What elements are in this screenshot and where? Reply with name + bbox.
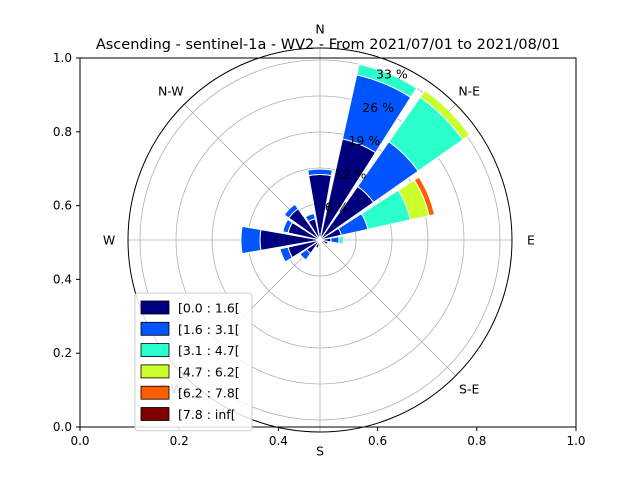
y-tick-label: 1.0	[53, 51, 72, 65]
chart-title: Ascending - sentinel-1a - WV2 - From 202…	[96, 37, 560, 53]
legend-swatch	[140, 300, 170, 315]
x-tick-label: 0.4	[269, 434, 288, 448]
legend-label: [0.0 : 1.6[	[178, 301, 240, 316]
axes-box	[79, 57, 577, 428]
radial-label: 6 %	[325, 200, 349, 215]
windrose-bar	[240, 225, 262, 255]
legend-label: [1.6 : 3.1[	[178, 322, 240, 337]
windrose-bar	[299, 248, 312, 261]
y-tick-label: 0.6	[53, 199, 72, 213]
radial-label: 19 %	[348, 133, 380, 148]
direction-label: S	[316, 444, 324, 459]
cartesian-frame: 0.0 0.2 0.4 0.6 0.8 1.0 0.0 0.2 0.4 0.6 0.8 1.0	[53, 47, 586, 448]
x-tick-label: 0.6	[368, 434, 387, 448]
windrose-bar	[330, 236, 340, 244]
radial-labels: 6 % 12 % 19 % 26 % 33 %	[325, 67, 408, 215]
legend-label: [7.8 : inf[	[178, 407, 236, 422]
direction-label: N	[315, 22, 324, 37]
radial-label: 12 %	[335, 166, 367, 181]
windrose-bar	[307, 168, 333, 177]
x-tick-label: 0.8	[467, 434, 486, 448]
windrose-bar	[356, 63, 418, 99]
direction-label: N-W	[158, 83, 184, 98]
y-tick-label: 0.8	[53, 125, 72, 139]
windrose-bar	[338, 235, 344, 245]
legend-label: [4.7 : 6.2[	[178, 364, 240, 379]
legend-swatch	[140, 321, 170, 336]
polar-outline	[127, 47, 513, 433]
radial-label: 33 %	[376, 67, 408, 82]
windrose-bar	[282, 218, 294, 234]
windrose-bar	[304, 212, 316, 223]
legend-label: [3.1 : 4.7[	[178, 343, 240, 358]
legend-swatch	[140, 343, 170, 358]
y-tick-label: 0.0	[53, 420, 72, 434]
legend: [0.0 : 1.6[ [1.6 : 3.1[ [3.1 : 4.7[ [4.7 : …	[134, 292, 253, 432]
legend-label: [6.2 : 7.8[	[178, 386, 240, 401]
direction-label: S-E	[459, 382, 479, 397]
y-tick-label: 0.2	[53, 346, 72, 360]
direction-label: N-E	[458, 83, 480, 98]
windrose-bar	[413, 176, 436, 217]
direction-label: E	[527, 233, 535, 248]
legend-swatch	[140, 385, 170, 400]
windrose-bar	[419, 89, 471, 141]
x-tick-label: 0.0	[70, 434, 89, 448]
windrose-bars	[240, 63, 471, 263]
x-tick-label: 1.0	[566, 434, 585, 448]
legend-swatch	[140, 364, 170, 379]
y-tick-label: 0.4	[53, 272, 72, 286]
windrose-bar	[283, 203, 299, 219]
direction-label: W	[103, 233, 115, 248]
x-tick-label: 0.2	[170, 434, 189, 448]
legend-swatch	[140, 407, 170, 421]
radial-label: 26 %	[362, 100, 394, 115]
windrose-bar	[279, 246, 294, 263]
